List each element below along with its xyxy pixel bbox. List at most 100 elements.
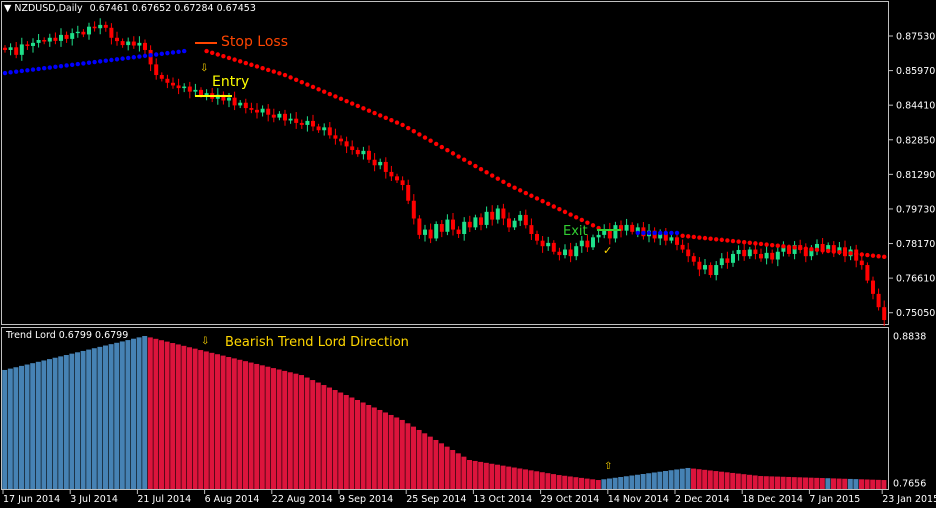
trend-lord-bull-bar [75,352,80,489]
trend-lord-bear-bar [735,473,741,489]
trend-lord-bull-bar [142,336,148,489]
trailing-stop-dot [411,129,416,134]
trailing-stop-dot [238,59,243,64]
trend-lord-bear-bar [164,341,170,489]
bull-candle [635,227,640,232]
bear-candle [389,171,394,177]
bear-candle [871,280,875,294]
trend-lord-bear-bar [383,412,388,489]
bear-candle [232,97,237,106]
price-tick-label: 0.76610 [896,274,935,285]
trailing-stop-dot [221,54,226,59]
trend-lord-bear-bar [495,464,500,489]
bull-candle [182,86,187,89]
trend-lord-bear-bar [433,439,439,489]
trailing-stop-dot [882,254,887,260]
trend-lord-bull-bar [607,478,612,489]
trailing-stop-dot [534,196,540,201]
trailing-stop-dot [546,201,551,207]
bear-candle [81,31,86,35]
bear-candle [428,229,433,239]
bear-candle [882,307,887,321]
trend-lord-bear-bar [159,340,164,489]
bear-candle [406,185,411,201]
bull-candle [563,249,567,256]
bull-candle [837,247,842,252]
bear-candle [187,86,192,92]
date-tick-label: 7 Jan 2015 [809,494,860,505]
trend-lord-bear-bar [304,377,310,489]
bear-candle [271,114,276,118]
trend-lord-bear-bar [153,338,159,489]
trailing-stop-dot [747,240,752,245]
trend-lord-bear-bar [881,480,887,489]
date-tick-label: 22 Aug 2014 [272,494,333,505]
trailing-stop-dot [758,241,764,247]
bear-candle [103,24,108,28]
trailing-stop-dot [467,160,472,166]
price-tick-label: 0.85970 [896,66,935,77]
bear-candle [355,149,360,155]
entry-line [195,95,232,97]
bear-candle [876,293,881,308]
indicator-tick-label: 0.7656 [893,479,926,490]
bear-candle [367,150,371,160]
bear-candle [311,120,315,127]
trailing-stop-dot [831,249,836,254]
trend-lord-bear-bar [758,476,764,489]
menu-triangle-icon[interactable]: ▼ [4,3,12,14]
down-arrow-icon: ⇩ [201,336,210,347]
trailing-stop-dot [394,120,400,125]
trailing-stop-dot [154,52,159,57]
trend-lord-bull-bar [640,473,646,489]
trend-lord-bear-bar [355,399,360,489]
trailing-stop-dot [98,59,103,64]
trend-lord-bear-bar [461,456,467,489]
chart-header: ▼ NZDUSD,Daily 0.67461 0.67652 0.67284 0… [4,3,256,14]
date-tick-label: 29 Oct 2014 [541,494,600,505]
bull-candle [204,93,209,95]
bull-candle [59,34,63,41]
trend-lord-bear-bar [366,404,372,489]
bear-candle [540,240,545,247]
trailing-stop-dot [266,67,271,73]
trailing-stop-dot [484,170,489,175]
trend-lord-bear-bar [248,362,254,489]
trailing-stop-dot [350,101,355,106]
trend-lord-bull-bar [847,478,853,489]
trailing-stop-dot [159,51,164,57]
trend-lord-bull-bar [125,340,131,489]
trailing-stop-dot [310,84,316,90]
bull-candle [126,41,131,46]
trailing-stop-dot [2,70,8,76]
trailing-stop-dot [450,151,456,156]
date-tick-label: 17 Jun 2014 [3,494,60,505]
bull-candle [624,224,629,231]
trend-lord-bull-bar [80,350,86,489]
trend-lord-bear-bar [534,471,540,489]
trailing-stop-dot [512,185,517,190]
trend-lord-bear-bar [343,395,349,489]
trend-lord-bear-bar [405,423,411,489]
trailing-stop-dot [641,230,646,236]
bear-candle [529,225,534,235]
trend-lord-bear-bar [327,387,332,489]
trailing-stop-dot [70,62,75,67]
trailing-stop-dot [282,72,288,78]
trailing-stop-dot [686,234,691,239]
trend-lord-bear-bar [836,478,842,489]
bull-candle [591,237,595,248]
bear-candle [92,26,97,29]
trend-lord-bear-bar [254,363,260,489]
indicator-header: Trend Lord 0.6799 0.6799 [6,330,129,341]
bear-candle [109,27,114,38]
trend-lord-bear-bar [523,469,528,489]
trend-lord-bear-bar [506,466,512,489]
bear-candle [327,127,332,136]
bull-candle [826,245,831,250]
bear-candle [551,242,556,252]
check-icon: ✓ [603,244,613,257]
trend-lord-bear-bar [691,468,696,489]
bull-candle [378,161,383,166]
bearish-direction-label: Bearish Trend Lord Direction [225,335,409,350]
